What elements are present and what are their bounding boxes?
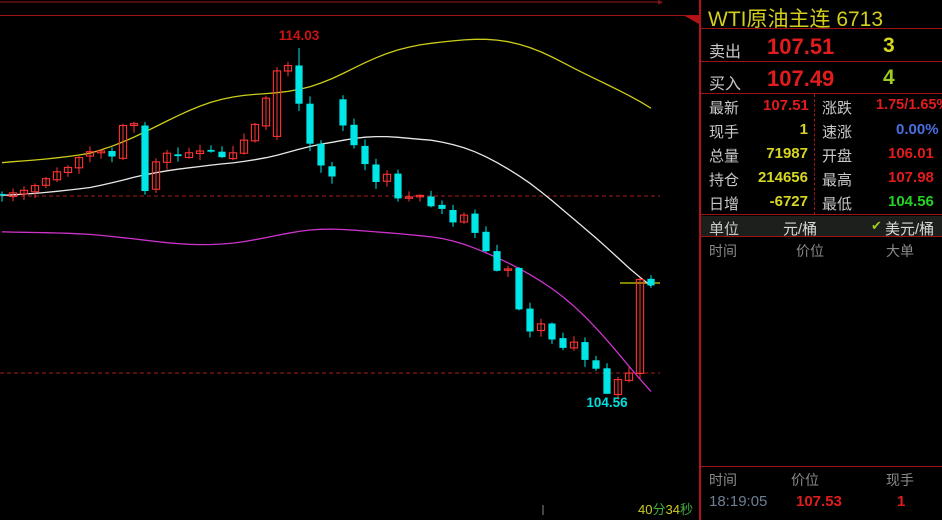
svg-text:104.56: 104.56 [586, 395, 628, 410]
svg-text:114.03: 114.03 [279, 28, 320, 43]
svg-text:40分34秒: 40分34秒 [638, 502, 693, 517]
